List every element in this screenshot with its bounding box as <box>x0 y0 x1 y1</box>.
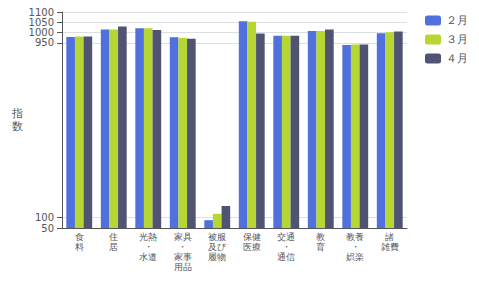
svg-text:２月: ２月 <box>446 14 468 27</box>
svg-text:家具: 家具 <box>174 232 192 242</box>
svg-text:指: 指 <box>11 107 23 120</box>
svg-text:及び: 及び <box>208 242 227 252</box>
svg-text:雑費: 雑費 <box>381 242 399 252</box>
svg-text:水道: 水道 <box>139 252 157 262</box>
svg-text:1000: 1000 <box>29 27 54 38</box>
svg-text:交通: 交通 <box>277 232 295 242</box>
svg-text:・: ・ <box>144 242 153 252</box>
svg-text:通信: 通信 <box>277 252 295 262</box>
svg-text:・: ・ <box>351 242 360 252</box>
svg-text:教: 教 <box>316 232 325 242</box>
svg-text:居: 居 <box>109 242 118 252</box>
svg-text:医療: 医療 <box>243 242 261 252</box>
svg-text:1100: 1100 <box>29 7 54 18</box>
svg-text:保健: 保健 <box>243 232 261 242</box>
svg-text:・: ・ <box>282 242 291 252</box>
svg-text:住: 住 <box>109 232 118 242</box>
svg-text:履物: 履物 <box>208 252 226 262</box>
svg-text:娯楽: 娯楽 <box>346 252 364 262</box>
svg-text:950: 950 <box>35 37 54 48</box>
svg-text:諸: 諸 <box>385 232 394 242</box>
svg-text:光熱: 光熱 <box>139 232 157 242</box>
svg-text:３月: ３月 <box>446 33 468 46</box>
svg-text:50: 50 <box>41 223 54 234</box>
svg-text:家事: 家事 <box>174 252 192 262</box>
svg-text:100: 100 <box>35 212 54 223</box>
svg-text:教養: 教養 <box>346 232 364 242</box>
svg-text:料: 料 <box>75 242 84 252</box>
svg-text:被服: 被服 <box>208 232 226 242</box>
svg-text:食: 食 <box>75 232 84 242</box>
svg-text:用品: 用品 <box>174 262 192 272</box>
svg-text:数: 数 <box>12 120 23 133</box>
svg-text:1050: 1050 <box>29 17 54 28</box>
svg-text:育: 育 <box>316 242 325 252</box>
svg-text:４月: ４月 <box>446 52 468 65</box>
svg-text:・: ・ <box>178 242 187 252</box>
